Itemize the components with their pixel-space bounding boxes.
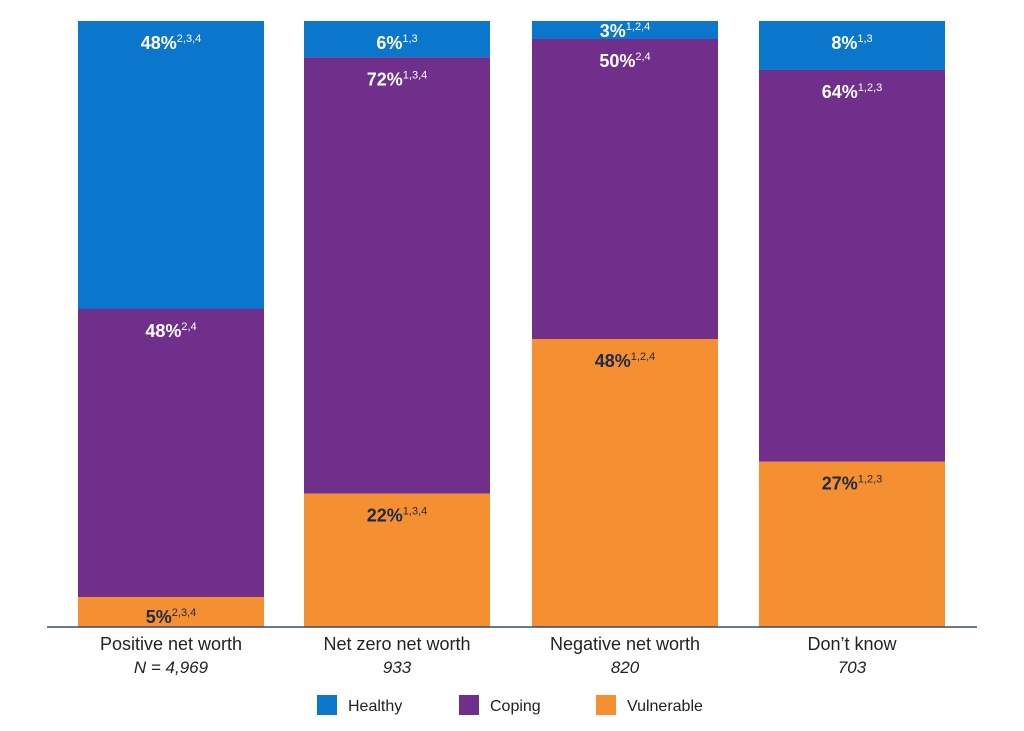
- data-label-coping-0: 48%2,4: [145, 321, 196, 341]
- data-label-coping-1: 72%1,3,4: [367, 69, 428, 89]
- bar-segment-vulnerable-3: [759, 461, 945, 627]
- data-label-superscript: 1,2,4: [626, 21, 650, 33]
- legend: Healthy Coping Vulnerable: [317, 695, 703, 715]
- bar-segment-healthy-3: [759, 21, 945, 70]
- data-label-superscript: 1,3: [857, 33, 872, 45]
- data-label-superscript: 1,2,3: [858, 474, 882, 486]
- data-label-vulnerable-1: 22%1,3,4: [367, 506, 428, 526]
- bar-segment-vulnerable-2: [532, 339, 718, 627]
- bar-segment-coping-2: [532, 39, 718, 339]
- legend-label-coping: Coping: [490, 698, 541, 715]
- legend-label-vulnerable: Vulnerable: [627, 698, 703, 715]
- data-label-superscript: 2,3,4: [172, 607, 196, 619]
- data-label-healthy-0: 48%2,3,4: [141, 33, 202, 53]
- bar-segment-coping-1: [304, 57, 490, 494]
- data-label-superscript: 2,3,4: [177, 33, 201, 45]
- data-label-superscript: 1,2,3: [858, 82, 882, 94]
- data-label-superscript: 2,4: [181, 321, 196, 333]
- data-label-superscript: 1,3,4: [403, 506, 427, 518]
- bars-group: 48%2,3,4 48%2,4 5%2,3,4 6%1,3 72%1,3,4 22%1,3…: [78, 21, 945, 627]
- data-label-vulnerable-0: 5%2,3,4: [146, 607, 196, 627]
- data-label-superscript: 1,3,4: [403, 69, 427, 81]
- x-tick-note-1: 933: [383, 658, 412, 677]
- x-tick-label-3: Don’t know: [807, 634, 897, 654]
- data-label-vulnerable-3: 27%1,2,3: [822, 474, 883, 494]
- data-label-vulnerable-2: 48%1,2,4: [595, 351, 656, 371]
- legend-swatch-healthy: [317, 695, 337, 715]
- bar-segment-healthy-2: [532, 21, 718, 39]
- x-tick-label-1: Net zero net worth: [323, 634, 470, 654]
- bar-segment-vulnerable-1: [304, 493, 490, 627]
- x-tick-label-2: Negative net worth: [550, 634, 700, 654]
- bar-segment-healthy-0: [78, 21, 264, 309]
- x-tick-note-0: N = 4,969: [134, 658, 209, 677]
- x-axis-labels: Positive net worth N = 4,969 Net zero net …: [100, 634, 898, 677]
- data-label-coping-3: 64%1,2,3: [822, 82, 883, 102]
- x-tick-note-3: 703: [838, 658, 867, 677]
- data-label-healthy-2: 3%1,2,4: [600, 21, 650, 41]
- data-label-healthy-1: 6%1,3: [376, 33, 417, 53]
- data-label-coping-2: 50%2,4: [599, 51, 650, 71]
- legend-label-healthy: Healthy: [348, 698, 402, 715]
- bar-segment-healthy-1: [304, 21, 490, 58]
- legend-swatch-vulnerable: [596, 695, 616, 715]
- data-label-superscript: 1,2,4: [631, 351, 655, 363]
- data-label-superscript: 2,4: [635, 51, 650, 63]
- x-tick-label-0: Positive net worth: [100, 634, 242, 654]
- x-tick-note-2: 820: [611, 658, 640, 677]
- bar-segment-coping-0: [78, 309, 264, 597]
- bar-segment-vulnerable-0: [78, 597, 264, 627]
- data-label-healthy-3: 8%1,3: [831, 33, 872, 53]
- bar-segment-coping-3: [759, 69, 945, 462]
- data-label-superscript: 1,3: [402, 33, 417, 45]
- legend-swatch-coping: [459, 695, 479, 715]
